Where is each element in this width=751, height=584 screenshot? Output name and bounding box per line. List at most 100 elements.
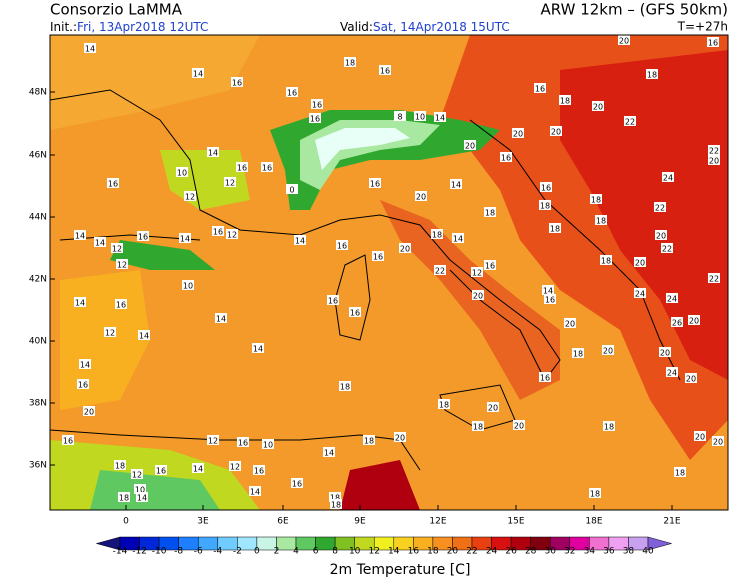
- station-box: [513, 420, 525, 430]
- station-temp: 16: [262, 164, 272, 173]
- lon-label: 6E: [277, 517, 289, 527]
- station-box: [349, 307, 361, 317]
- station-box: [685, 373, 697, 383]
- station-box: [182, 280, 194, 290]
- station-temp: 18: [432, 231, 442, 240]
- station-temp: 16: [541, 184, 551, 193]
- station-box: [500, 152, 512, 162]
- station-temp: 14: [208, 149, 218, 158]
- colorbar-tick-label: 30: [544, 547, 556, 557]
- station-temp: 12: [117, 261, 127, 270]
- station-temp: 24: [635, 290, 645, 299]
- station-temp: 14: [95, 239, 105, 248]
- station-box: [77, 379, 89, 389]
- colorbar-tick-label: 12: [368, 547, 379, 557]
- station-box: [134, 484, 146, 494]
- station-box: [261, 162, 273, 172]
- init-label: Init.:: [50, 20, 77, 34]
- station-box: [472, 421, 484, 431]
- station-temp: 16: [328, 297, 338, 306]
- lead-time: T=+27h: [677, 20, 728, 34]
- station-temp: 16: [287, 89, 297, 98]
- station-temp: 14: [139, 332, 149, 341]
- station-box: [602, 345, 614, 355]
- station-temp: 0: [289, 186, 294, 195]
- station-box: [634, 288, 646, 298]
- station-temp: 14: [137, 494, 147, 503]
- station-box: [229, 461, 241, 471]
- station-temp: 16: [138, 233, 148, 242]
- station-box: [394, 111, 406, 121]
- lat-label: 46N: [29, 151, 47, 161]
- station-temp: 16: [156, 467, 166, 476]
- station-box: [708, 273, 720, 283]
- station-temp: 20: [660, 349, 670, 358]
- station-box: [540, 182, 552, 192]
- valid-label: Valid:: [340, 20, 373, 34]
- station-box: [94, 237, 106, 247]
- station-temp: 18: [364, 437, 374, 446]
- init-time: Fri, 13Apr2018 12UTC: [77, 20, 208, 34]
- station-box: [74, 297, 86, 307]
- station-temp: 16: [238, 439, 248, 448]
- station-temp: 26: [672, 319, 682, 328]
- station-temp: 20: [713, 438, 723, 447]
- station-box: [590, 194, 602, 204]
- colorbar-over: [647, 536, 673, 551]
- colorbar-tick-label: 14: [388, 547, 400, 557]
- colorbar-tick-label: -12: [132, 547, 147, 557]
- colorbar-tick-label: -8: [174, 547, 183, 557]
- lat-label: 44N: [29, 213, 47, 223]
- station-box: [372, 251, 384, 261]
- station-temp: 18: [675, 469, 685, 478]
- station-temp: 16: [485, 262, 495, 271]
- station-temp: 18: [573, 350, 583, 359]
- station-box: [249, 486, 261, 496]
- station-box: [539, 372, 551, 382]
- station-box: [84, 43, 96, 53]
- station-temp: 14: [253, 345, 263, 354]
- station-box: [394, 432, 406, 442]
- station-temp: 16: [370, 180, 380, 189]
- station-temp: 16: [708, 39, 718, 48]
- station-box: [534, 83, 546, 93]
- station-temp: 24: [667, 295, 677, 304]
- station-temp: 18: [331, 501, 341, 510]
- station-temp: 14: [216, 315, 226, 324]
- station-box: [434, 265, 446, 275]
- colorbar-tick-label: -2: [233, 547, 242, 557]
- station-temp: 20: [551, 128, 561, 137]
- station-box: [138, 330, 150, 340]
- station-box: [231, 77, 243, 87]
- station-temp: 16: [108, 180, 118, 189]
- station-temp: 16: [213, 228, 223, 237]
- colorbar-tick-label: 8: [332, 547, 338, 557]
- station-temp: 20: [686, 375, 696, 384]
- station-temp: 22: [655, 204, 665, 213]
- station-temp: 12: [472, 269, 482, 278]
- station-box: [336, 240, 348, 250]
- station-box: [236, 162, 248, 172]
- lat-label: 40N: [29, 337, 47, 347]
- station-box: [662, 172, 674, 182]
- station-box: [115, 299, 127, 309]
- station-temp: 16: [63, 437, 73, 446]
- station-box: [708, 155, 720, 165]
- colorbar-tick-label: 2: [274, 547, 280, 557]
- station-temp: 16: [337, 242, 347, 251]
- station-temp: 20: [395, 434, 405, 443]
- colorbar-tick-label: 24: [486, 547, 498, 557]
- station-box: [179, 233, 191, 243]
- station-temp: 16: [312, 101, 322, 110]
- station-box: [600, 255, 612, 265]
- station-temp: 14: [435, 114, 445, 123]
- station-temp: 12: [230, 463, 240, 472]
- station-temp: 20: [465, 142, 475, 151]
- colorbar-tick-label: -10: [152, 547, 167, 557]
- station-box: [603, 421, 615, 431]
- station-temp: 20: [84, 408, 94, 417]
- station-box: [655, 230, 667, 240]
- station-box: [311, 99, 323, 109]
- station-temp: 24: [663, 174, 673, 183]
